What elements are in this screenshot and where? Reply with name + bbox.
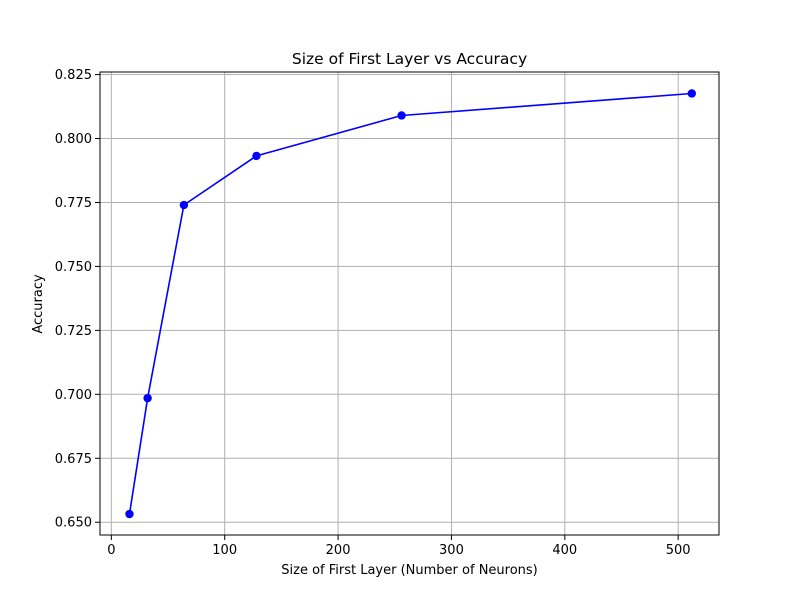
plot-area-frame [99,71,720,536]
y-tick-label: 0.650 [55,516,92,531]
x-tick-label: 500 [666,543,691,558]
y-tick-label: 0.725 [55,324,92,339]
y-tick-label: 0.775 [55,196,92,211]
x-tick-label: 200 [326,543,351,558]
chart-title: Size of First Layer vs Accuracy [292,50,527,68]
data-point [687,89,696,98]
x-tick-label: 400 [552,543,577,558]
y-tick-label: 0.825 [55,68,92,83]
series-group [125,89,696,519]
data-point [397,111,406,120]
x-axis: 0 100 200 300 400 500 [107,535,691,558]
data-point [179,200,189,210]
y-tick-label: 0.675 [55,452,92,467]
series-line [128,92,692,515]
data-point [125,509,134,519]
grid [100,72,719,535]
y-tick-label: 0.800 [55,132,92,147]
x-tick-label: 100 [212,543,237,558]
y-axis: 0.650 0.675 0.700 0.725 0.750 0.775 0.800 0.825 [55,68,100,531]
x-tick-label: 300 [439,543,464,558]
data-point [143,393,152,403]
y-tick-label: 0.750 [55,260,92,275]
y-axis-label: Accuracy [31,274,46,334]
x-tick-label: 0 [107,543,115,558]
data-point [252,151,261,161]
x-axis-label: Size of First Layer (Number of Neurons) [281,563,538,578]
y-tick-label: 0.700 [55,388,92,403]
